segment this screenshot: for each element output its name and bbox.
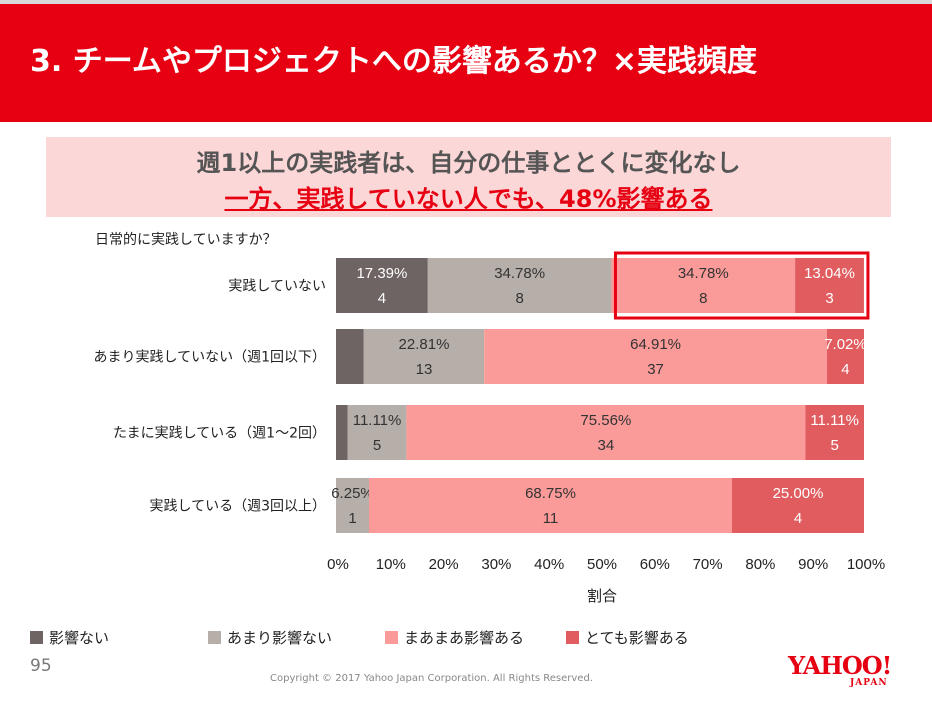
highlight-box [613,251,870,320]
x-tick-label: 90% [798,556,828,573]
data-label-count: 5 [373,437,381,454]
bar-segment [805,405,864,460]
legend-label: 影響ない [49,629,110,647]
data-label-count: 4 [841,361,849,378]
category-label: 実践している（週3回以上） [150,499,327,515]
survey-question: 日常的に実践していますか？ [95,232,277,248]
page-title: 3. チームやプロジェクトへの影響あるか？×実践頻度 [30,44,757,79]
legend-swatch [30,631,43,644]
copyright: Copyright © 2017 Yahoo Japan Corporation… [270,673,593,684]
data-label-percent: 6.25% [331,485,374,502]
bar-segment [369,478,732,533]
category-label: あまり実践していない（週1回以下） [94,350,327,366]
data-label-percent: 25.00% [773,485,824,502]
category-label: たまに実践している（週1〜2回） [113,426,326,442]
x-tick-label: 30% [481,556,511,573]
legend-swatch [208,631,221,644]
bar-segment [336,329,364,384]
yahoo-japan-logo: YAHOO! JAPAN [788,651,908,691]
data-label-count: 8 [515,290,523,307]
x-tick-label: 20% [429,556,459,573]
legend-item-strong-impact: とても影響ある [566,627,689,648]
x-tick-label: 10% [376,556,406,573]
data-label-count: 4 [794,510,802,527]
x-tick-label: 50% [587,556,617,573]
bar-segment [347,405,407,460]
data-label-percent: 11.11% [353,412,402,429]
data-label-count: 3 [825,290,833,307]
data-label-count: 8 [699,290,707,307]
bar-segment [336,478,369,533]
bar-segment [427,258,612,313]
legend-item-no-impact: 影響ない [30,627,109,648]
legend-item-some-impact: まあまあ影響ある [385,627,524,648]
bar-segment [732,478,864,533]
data-label-percent: 34.78% [494,265,545,282]
bar-segment [826,329,864,384]
x-tick-label: 70% [693,556,723,573]
headline-box: 週1以上の実践者は、自分の仕事ととくに変化なし 一方、実践していない人でも、48… [46,137,891,217]
headline-line-1: 週1以上の実践者は、自分の仕事ととくに変化なし [196,149,741,177]
bar-segment [484,329,827,384]
data-label-percent: 11.11% [810,412,859,429]
bar-segment [795,258,864,313]
category-label: 実践していない [228,279,326,295]
legend-label: まあまあ影響ある [404,629,525,647]
bar-segment [611,258,796,313]
data-label-percent: 68.75% [525,485,576,502]
x-tick-label: 100% [847,556,885,573]
top-divider [0,0,932,4]
data-label-count: 37 [647,361,664,378]
header-bar: 3. チームやプロジェクトへの影響あるか？×実践頻度 [0,0,932,122]
data-label-percent: 75.56% [580,412,631,429]
legend-swatch [385,631,398,644]
data-label-percent: 7.02% [824,336,867,353]
data-label-percent: 17.39% [356,265,407,282]
bar-segment [363,329,485,384]
data-label-count: 1 [348,510,356,527]
data-label-percent: 64.91% [630,336,681,353]
legend-item-little-impact: あまり影響ない [208,627,332,648]
data-label-percent: 34.78% [678,265,729,282]
data-label-count: 13 [416,361,433,378]
legend-label: あまり影響ない [227,629,333,647]
x-axis-label: 割合 [587,587,617,605]
x-tick-label: 60% [640,556,670,573]
bar-segment [336,405,348,460]
data-label-count: 5 [830,437,838,454]
data-label-count: 11 [543,510,559,527]
page-number: 95 [30,656,52,676]
headline-line-2: 一方、実践していない人でも、48%影響ある [224,185,713,213]
bar-segment [336,258,428,313]
x-tick-label: 0% [327,556,349,573]
x-tick-label: 80% [745,556,775,573]
data-label-percent: 13.04% [804,265,855,282]
data-label-percent: 22.81% [399,336,450,353]
legend-swatch [566,631,579,644]
legend-label: とても影響ある [585,629,689,647]
logo-main-text: YAHOO! [788,651,892,680]
x-tick-label: 40% [534,556,564,573]
bar-segment [406,405,806,460]
data-label-count: 34 [598,437,615,454]
logo-sub-text: JAPAN [850,678,888,688]
data-label-count: 4 [378,290,386,307]
